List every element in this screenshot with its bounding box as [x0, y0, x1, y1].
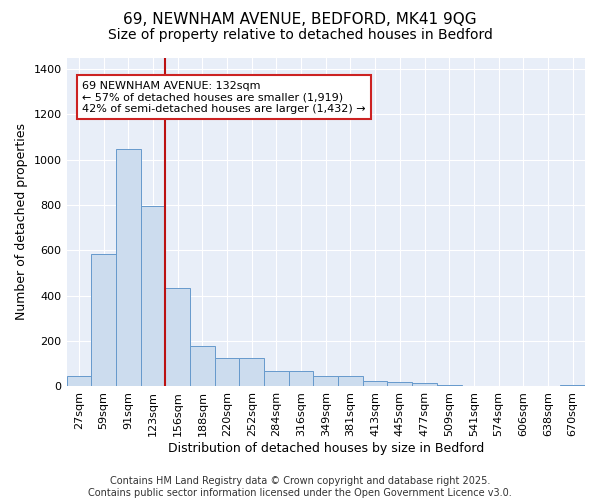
Bar: [437, 384, 461, 386]
Bar: [289, 371, 313, 386]
Bar: [313, 376, 338, 386]
Bar: [67, 376, 91, 386]
Bar: [215, 358, 239, 386]
Bar: [140, 206, 165, 386]
Text: Contains HM Land Registry data © Crown copyright and database right 2025.
Contai: Contains HM Land Registry data © Crown c…: [88, 476, 512, 498]
Bar: [165, 288, 190, 386]
Bar: [239, 358, 264, 386]
Text: Size of property relative to detached houses in Bedford: Size of property relative to detached ho…: [107, 28, 493, 42]
Text: 69 NEWNHAM AVENUE: 132sqm
← 57% of detached houses are smaller (1,919)
42% of se: 69 NEWNHAM AVENUE: 132sqm ← 57% of detac…: [82, 80, 366, 114]
Bar: [116, 148, 140, 386]
Bar: [388, 382, 412, 386]
Bar: [363, 382, 388, 386]
Bar: [264, 371, 289, 386]
X-axis label: Distribution of detached houses by size in Bedford: Distribution of detached houses by size …: [167, 442, 484, 455]
Text: 69, NEWNHAM AVENUE, BEDFORD, MK41 9QG: 69, NEWNHAM AVENUE, BEDFORD, MK41 9QG: [123, 12, 477, 28]
Bar: [338, 376, 363, 386]
Bar: [91, 254, 116, 386]
Y-axis label: Number of detached properties: Number of detached properties: [15, 124, 28, 320]
Bar: [412, 383, 437, 386]
Bar: [190, 346, 215, 387]
Bar: [560, 384, 585, 386]
